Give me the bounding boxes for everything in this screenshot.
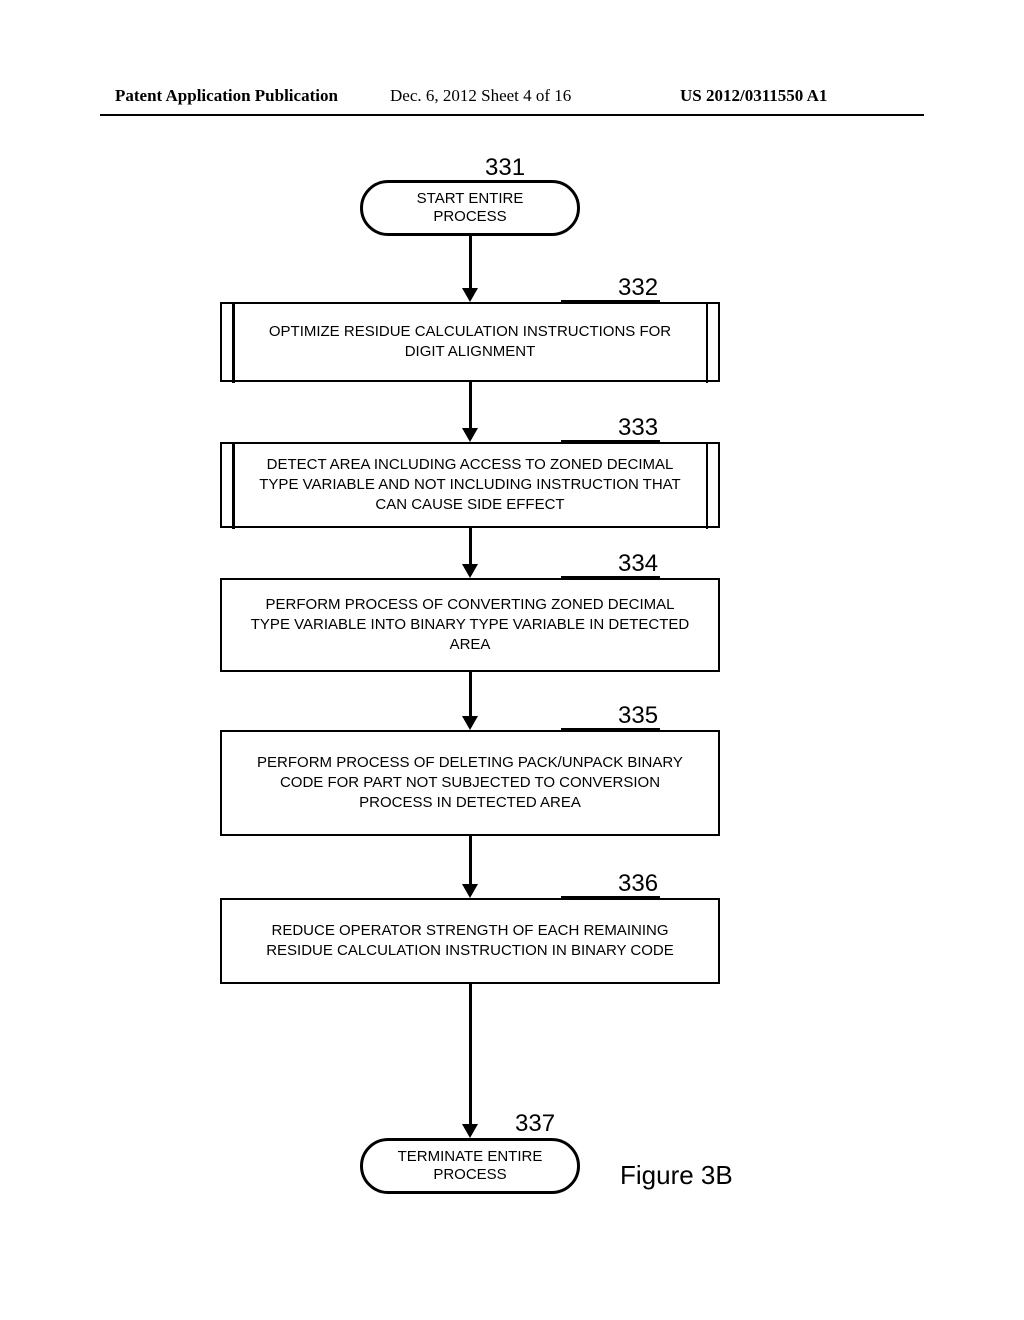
arrow-head (462, 1124, 478, 1138)
flowchart: START ENTIRE PROCESS331 332OPTIMIZE RESID… (180, 150, 740, 1190)
arrow-shaft (469, 382, 472, 428)
ref-334: 334 (618, 550, 658, 578)
arrow-shaft (469, 984, 472, 1124)
ref-331: 331 (485, 154, 525, 182)
ref-332: 332 (618, 274, 658, 302)
page: Patent Application Publication Dec. 6, 2… (0, 0, 1024, 1320)
arrow-head (462, 288, 478, 302)
header-rule (100, 114, 924, 116)
header-middle: Dec. 6, 2012 Sheet 4 of 16 (390, 86, 571, 106)
start-terminator: START ENTIRE PROCESS (360, 180, 580, 236)
step-334: PERFORM PROCESS OF CONVERTING ZONED DECI… (220, 578, 720, 672)
arrow-shaft (469, 236, 472, 288)
arrow-head (462, 884, 478, 898)
arrow-shaft (469, 528, 472, 564)
ref-335: 335 (618, 702, 658, 730)
ref-336: 336 (618, 870, 658, 898)
header-right: US 2012/0311550 A1 (680, 86, 827, 106)
header-left: Patent Application Publication (115, 86, 338, 106)
arrow-shaft (469, 836, 472, 884)
arrow-head (462, 716, 478, 730)
step-335: PERFORM PROCESS OF DELETING PACK/UNPACK … (220, 730, 720, 836)
step-332: OPTIMIZE RESIDUE CALCULATION INSTRUCTION… (220, 302, 720, 382)
arrow-head (462, 428, 478, 442)
figure-label: Figure 3B (620, 1160, 733, 1191)
ref-333: 333 (618, 414, 658, 442)
step-336: REDUCE OPERATOR STRENGTH OF EACH REMAINI… (220, 898, 720, 984)
step-333: DETECT AREA INCLUDING ACCESS TO ZONED DE… (220, 442, 720, 528)
ref-337: 337 (515, 1110, 555, 1138)
arrow-head (462, 564, 478, 578)
page-header: Patent Application Publication Dec. 6, 2… (0, 86, 1024, 116)
end-terminator: TERMINATE ENTIRE PROCESS (360, 1138, 580, 1194)
arrow-shaft (469, 672, 472, 716)
